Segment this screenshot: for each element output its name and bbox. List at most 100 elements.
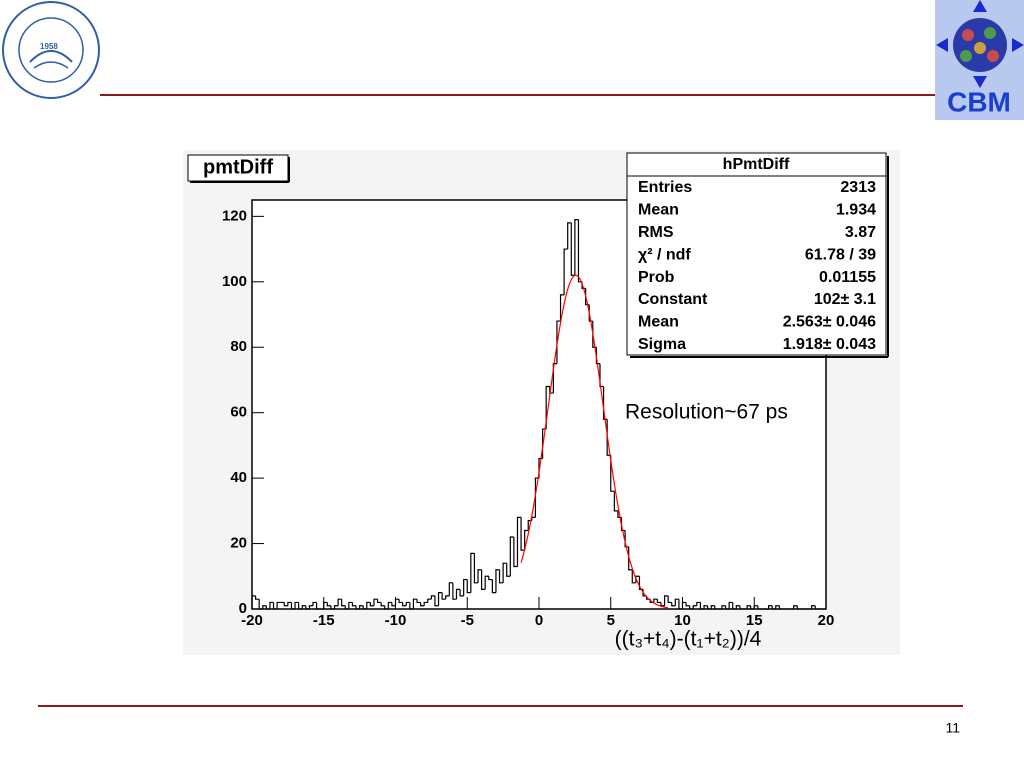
histogram-bin <box>366 601 371 609</box>
histogram-bin <box>459 589 464 597</box>
histogram-bin <box>556 320 561 364</box>
histogram-bin <box>470 552 475 593</box>
histogram-bin <box>613 491 618 512</box>
stats-value: 3.87 <box>845 224 876 241</box>
histogram-bin <box>308 605 313 609</box>
histogram-bin <box>369 602 374 607</box>
stats-label: χ² / ndf <box>638 246 691 263</box>
histogram-bin <box>312 601 317 606</box>
histogram-bin <box>703 605 708 609</box>
histogram-bin <box>384 605 389 610</box>
chart-title: pmtDiff <box>203 156 273 178</box>
histogram-bin <box>466 579 471 594</box>
histogram-bin <box>294 601 299 609</box>
histogram-bin <box>710 605 715 609</box>
histogram-bin <box>656 599 661 604</box>
histogram-bin <box>351 602 357 607</box>
histogram-bin <box>513 537 518 568</box>
histogram-bin <box>290 602 296 610</box>
histogram-bin <box>516 516 522 567</box>
y-tick-label: 80 <box>230 338 247 355</box>
histogram-bin <box>610 455 615 492</box>
histogram-bin <box>323 601 328 609</box>
histogram-bin <box>721 605 726 609</box>
histogram-bin <box>463 578 468 596</box>
histogram-bin <box>269 601 274 609</box>
histogram-bin <box>495 569 500 593</box>
x-tick-label: -10 <box>385 612 407 629</box>
histogram-bin <box>699 602 705 610</box>
histogram-bin <box>423 601 428 606</box>
histogram-bin <box>344 605 349 610</box>
histogram-bin <box>380 602 385 607</box>
page-number: 11 <box>945 720 960 736</box>
histogram-bin <box>707 605 712 610</box>
histogram-bin <box>671 602 676 607</box>
histogram-bin <box>524 529 529 551</box>
x-tick-label: 10 <box>674 612 691 629</box>
histogram-bin <box>488 576 493 581</box>
histogram-bin <box>567 222 572 250</box>
histogram-bin <box>775 605 780 609</box>
histogram-bin <box>287 601 292 606</box>
histogram-bin <box>430 595 435 600</box>
histogram-bin <box>595 347 600 365</box>
logo-text: CBM <box>947 86 1011 117</box>
histogram-bin <box>771 605 776 610</box>
histogram-bin <box>409 602 414 610</box>
histogram-bin <box>376 599 382 604</box>
histogram-bin <box>728 601 733 609</box>
stats-label: Constant <box>638 291 708 308</box>
histogram-bin <box>262 605 267 609</box>
histogram-bin <box>473 553 479 584</box>
x-tick-label: -5 <box>461 612 474 629</box>
x-tick-label: 0 <box>535 612 543 629</box>
histogram-bin <box>373 598 378 606</box>
histogram-bin <box>674 598 679 606</box>
y-tick-label: 0 <box>239 600 247 617</box>
stats-label: RMS <box>638 224 674 241</box>
stats-label: Prob <box>638 269 675 286</box>
histogram-bin <box>570 222 575 276</box>
histogram-bin <box>750 605 755 610</box>
histogram-bin <box>348 601 353 609</box>
histogram-bin <box>811 605 816 609</box>
histogram-bin <box>663 595 669 606</box>
histogram-bin <box>667 595 672 604</box>
y-tick-label: 120 <box>222 207 247 224</box>
fit-curve <box>520 274 669 609</box>
histogram-bin <box>735 605 740 609</box>
stats-value: 0.01155 <box>819 269 876 286</box>
y-tick-label: 20 <box>230 535 247 552</box>
histogram-bin <box>420 602 425 607</box>
histogram-bin <box>315 602 321 610</box>
stats-value: 1.934 <box>836 202 876 219</box>
histogram-bin <box>635 575 640 583</box>
histogram-bin <box>506 563 511 577</box>
histogram-bin <box>681 601 687 609</box>
y-tick-label: 60 <box>230 404 247 421</box>
histogram-bin <box>452 582 457 600</box>
histogram-bin <box>387 601 392 609</box>
histogram-bin <box>251 595 256 609</box>
histogram-bin <box>254 595 260 600</box>
histogram-bin <box>448 582 453 596</box>
histogram-bin <box>276 601 281 609</box>
x-tick-label: -20 <box>241 612 263 629</box>
histogram-bin <box>692 605 697 609</box>
histogram-bin <box>427 598 432 603</box>
histogram-bin <box>768 605 773 609</box>
histogram-bin <box>724 605 730 610</box>
stats-value: 1.918± 0.043 <box>783 336 876 353</box>
histogram-bin <box>746 605 751 609</box>
histogram-bin <box>265 605 270 610</box>
stats-box: hPmtDiff Entries 2313 Mean 1.934 RMS 3.87 χ² /… <box>626 152 889 358</box>
histogram-bin <box>484 575 489 590</box>
stats-value: 2.563± 0.046 <box>783 314 876 331</box>
histogram-bin <box>477 569 482 583</box>
x-tick-label: 20 <box>818 612 835 629</box>
university-logo: 1958 <box>2 1 100 99</box>
histogram-bin <box>757 605 762 610</box>
stats-title: hPmtDiff <box>723 156 790 173</box>
